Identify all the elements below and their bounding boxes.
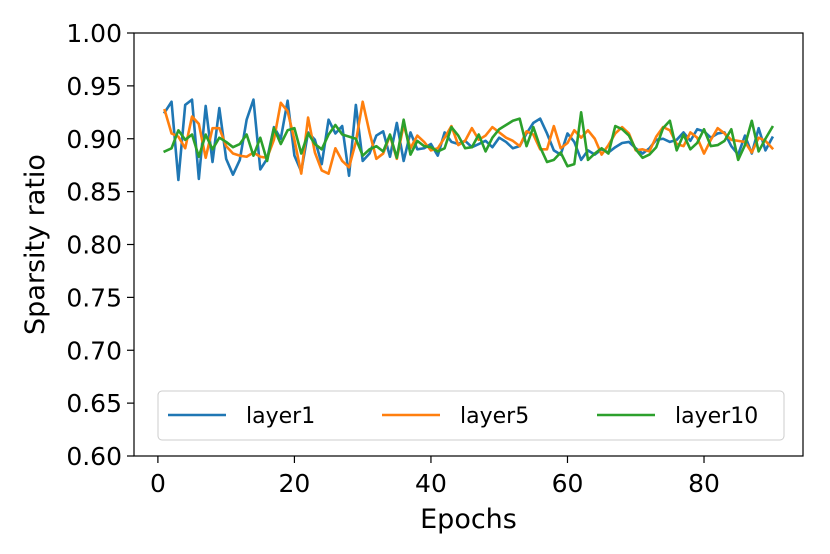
y-tick-label: 0.65	[66, 389, 122, 418]
x-tick-label: 60	[552, 469, 584, 498]
y-tick-label: 0.60	[66, 442, 122, 471]
x-tick-label: 20	[279, 469, 311, 498]
y-axis-label: Sparsity ratio	[20, 154, 51, 335]
legend-label-layer1: layer1	[246, 404, 315, 429]
x-tick-label: 0	[150, 469, 166, 498]
y-tick-label: 0.80	[66, 231, 122, 260]
legend: layer1 layer5 layer10	[157, 390, 785, 441]
x-axis-ticks: 0 20 40 60 80	[150, 456, 720, 498]
series-line-layer10	[162, 111, 775, 168]
legend-label-layer10: layer10	[675, 404, 758, 429]
y-axis-ticks: 0.60 0.65 0.70 0.75 0.80 0.85 0.90 0.95 1.00	[66, 19, 134, 471]
legend-label-layer5: layer5	[460, 404, 529, 429]
legend-box	[157, 390, 785, 441]
x-tick-label: 80	[688, 469, 720, 498]
y-tick-label: 0.95	[66, 72, 122, 101]
y-tick-label: 0.75	[66, 283, 122, 312]
y-tick-label: 0.90	[66, 125, 122, 154]
y-tick-label: 1.00	[66, 19, 122, 48]
x-axis-label: Epochs	[420, 504, 517, 535]
y-tick-label: 0.85	[66, 178, 122, 207]
x-tick-label: 40	[415, 469, 447, 498]
series-layer	[162, 98, 775, 182]
y-tick-label: 0.70	[66, 336, 122, 365]
